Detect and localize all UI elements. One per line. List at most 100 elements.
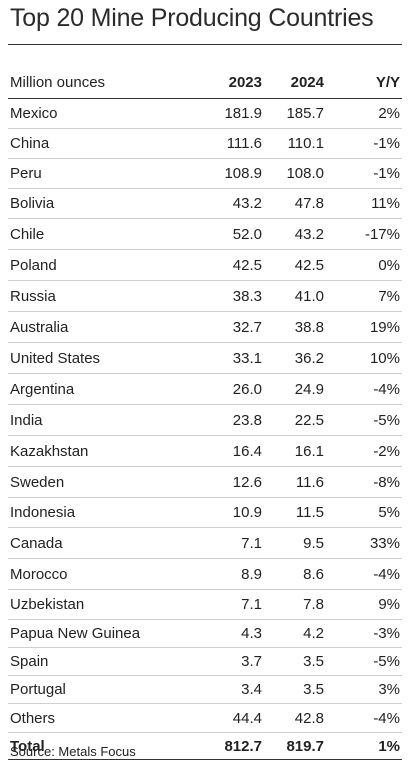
total-2024-cell: 819.7 [262, 732, 324, 760]
yoy-cell: -17% [324, 218, 402, 250]
table-row: Mexico 181.9 185.7 2% [8, 98, 402, 129]
total-row: Total 812.7 819.7 1% [8, 732, 402, 760]
table-row: China 111.6 110.1 -1% [8, 128, 402, 159]
country-cell: Russia [8, 280, 194, 312]
table-row: India 23.8 22.5 -5% [8, 404, 402, 436]
country-cell: Kazakhstan [8, 435, 194, 467]
value-2024-cell: 41.0 [262, 280, 324, 312]
table-row: Poland 42.5 42.5 0% [8, 249, 402, 281]
table-row: United States 33.1 36.2 10% [8, 342, 402, 374]
country-cell: Spain [8, 647, 194, 676]
value-2024-cell: 22.5 [262, 404, 324, 436]
total-yoy-cell: 1% [324, 732, 402, 760]
yoy-cell: -2% [324, 435, 402, 467]
country-cell: Poland [8, 249, 194, 281]
value-2023-cell: 3.7 [194, 647, 262, 676]
yoy-cell: 5% [324, 497, 402, 528]
value-2024-cell: 36.2 [262, 342, 324, 374]
yoy-cell: -5% [324, 647, 402, 676]
value-2023-cell: 32.7 [194, 311, 262, 343]
yoy-cell: 0% [324, 249, 402, 281]
value-2024-cell: 42.8 [262, 703, 324, 733]
column-header-unit: Million ounces [8, 66, 194, 99]
table-row: Morocco 8.9 8.6 -4% [8, 558, 402, 590]
country-cell: Mexico [8, 98, 194, 129]
source-note: Source: Metals Focus [10, 744, 136, 759]
country-cell: Portugal [8, 675, 194, 704]
table-row: Sweden 12.6 11.6 -8% [8, 466, 402, 498]
total-2023-cell: 812.7 [194, 732, 262, 760]
yoy-cell: -1% [324, 158, 402, 189]
table-row: Kazakhstan 16.4 16.1 -2% [8, 435, 402, 467]
value-2024-cell: 8.6 [262, 558, 324, 590]
value-2023-cell: 7.1 [194, 527, 262, 559]
yoy-cell: 10% [324, 342, 402, 374]
value-2024-cell: 108.0 [262, 158, 324, 189]
value-2023-cell: 181.9 [194, 98, 262, 129]
value-2024-cell: 47.8 [262, 188, 324, 219]
value-2023-cell: 12.6 [194, 466, 262, 498]
value-2023-cell: 111.6 [194, 128, 262, 159]
value-2024-cell: 43.2 [262, 218, 324, 250]
country-cell: Chile [8, 218, 194, 250]
country-cell: Morocco [8, 558, 194, 590]
value-2023-cell: 38.3 [194, 280, 262, 312]
country-cell: Australia [8, 311, 194, 343]
value-2024-cell: 9.5 [262, 527, 324, 559]
yoy-cell: -3% [324, 619, 402, 648]
table-row: Peru 108.9 108.0 -1% [8, 158, 402, 189]
value-2023-cell: 23.8 [194, 404, 262, 436]
yoy-cell: -4% [324, 373, 402, 405]
table-row: Others 44.4 42.8 -4% [8, 703, 402, 733]
table-row: Portugal 3.4 3.5 3% [8, 675, 402, 704]
country-cell: Sweden [8, 466, 194, 498]
column-header-2023: 2023 [194, 66, 262, 99]
table-row: Spain 3.7 3.5 -5% [8, 647, 402, 676]
table-row: Canada 7.1 9.5 33% [8, 527, 402, 559]
value-2023-cell: 7.1 [194, 589, 262, 620]
value-2024-cell: 7.8 [262, 589, 324, 620]
chart-title: Top 20 Mine Producing Countries [10, 4, 374, 32]
yoy-cell: -1% [324, 128, 402, 159]
value-2024-cell: 38.8 [262, 311, 324, 343]
yoy-cell: -4% [324, 703, 402, 733]
table-row: Papua New Guinea 4.3 4.2 -3% [8, 619, 402, 648]
table-row: Australia 32.7 38.8 19% [8, 311, 402, 343]
country-cell: Uzbekistan [8, 589, 194, 620]
value-2023-cell: 43.2 [194, 188, 262, 219]
value-2023-cell: 42.5 [194, 249, 262, 281]
value-2024-cell: 11.5 [262, 497, 324, 528]
country-cell: Canada [8, 527, 194, 559]
country-cell: Bolivia [8, 188, 194, 219]
yoy-cell: 19% [324, 311, 402, 343]
value-2024-cell: 3.5 [262, 647, 324, 676]
value-2023-cell: 26.0 [194, 373, 262, 405]
value-2023-cell: 3.4 [194, 675, 262, 704]
yoy-cell: 2% [324, 98, 402, 129]
table-row: Bolivia 43.2 47.8 11% [8, 188, 402, 219]
value-2024-cell: 42.5 [262, 249, 324, 281]
value-2024-cell: 11.6 [262, 466, 324, 498]
table-row: Indonesia 10.9 11.5 5% [8, 497, 402, 528]
table-row: Uzbekistan 7.1 7.8 9% [8, 589, 402, 620]
total-label: Total [8, 732, 194, 760]
column-header-yoy: Y/Y [324, 66, 402, 99]
title-rule [8, 44, 402, 45]
value-2023-cell: 44.4 [194, 703, 262, 733]
value-2023-cell: 8.9 [194, 558, 262, 590]
value-2023-cell: 108.9 [194, 158, 262, 189]
table-row: Russia 38.3 41.0 7% [8, 280, 402, 312]
country-cell: United States [8, 342, 194, 374]
yoy-cell: 3% [324, 675, 402, 704]
value-2023-cell: 16.4 [194, 435, 262, 467]
country-cell: Peru [8, 158, 194, 189]
country-cell: China [8, 128, 194, 159]
value-2023-cell: 33.1 [194, 342, 262, 374]
value-2024-cell: 110.1 [262, 128, 324, 159]
yoy-cell: 33% [324, 527, 402, 559]
value-2024-cell: 16.1 [262, 435, 324, 467]
header-row: Million ounces 2023 2024 Y/Y [8, 66, 402, 99]
country-cell: Papua New Guinea [8, 619, 194, 648]
value-2023-cell: 52.0 [194, 218, 262, 250]
